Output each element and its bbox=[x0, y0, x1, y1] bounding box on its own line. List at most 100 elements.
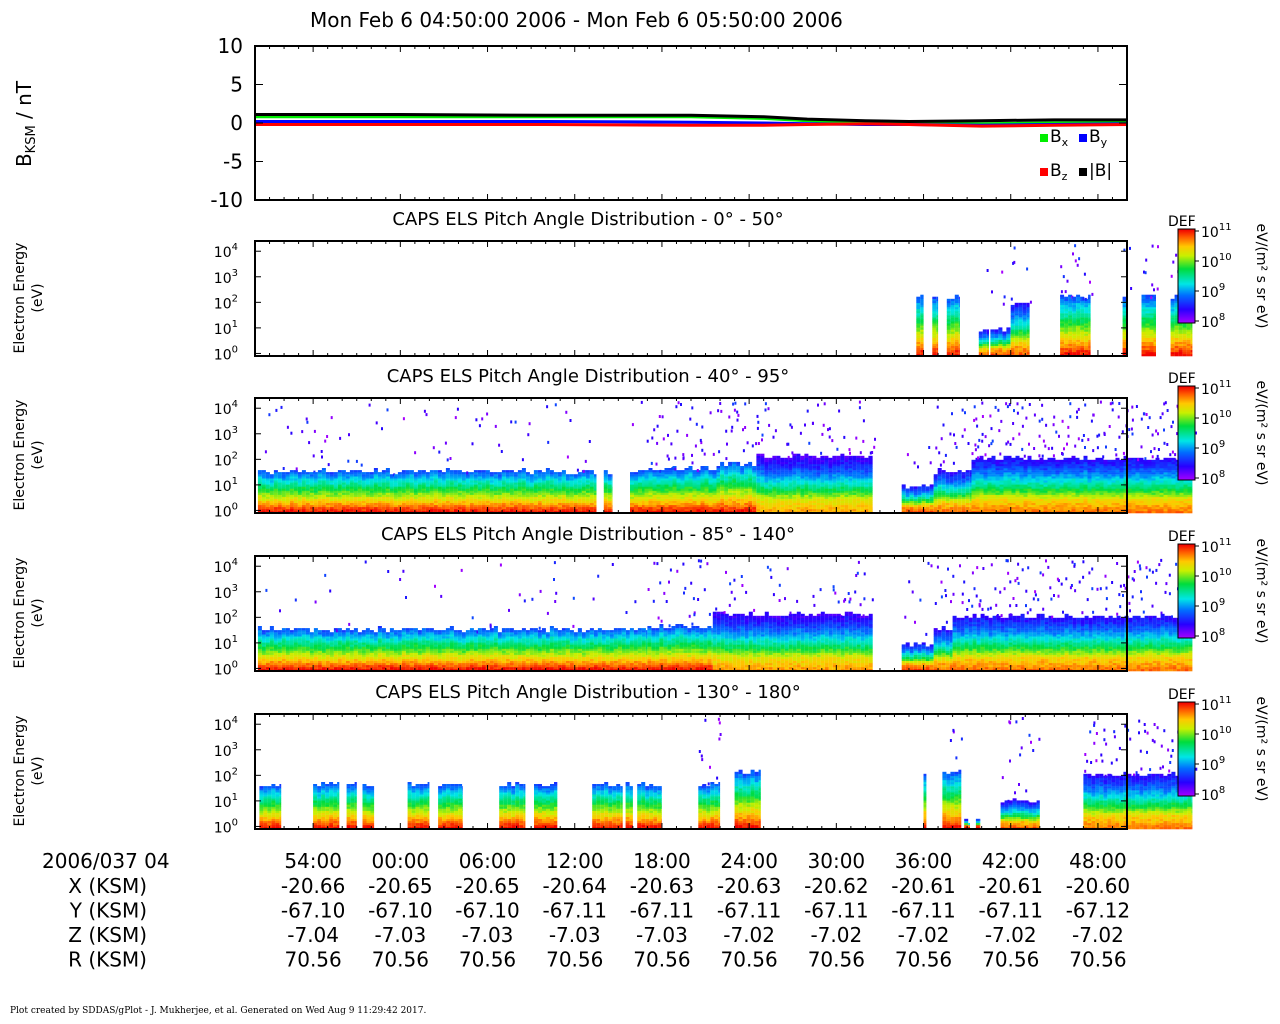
pad-cell bbox=[776, 457, 781, 461]
pad-cell bbox=[856, 492, 861, 495]
pad-cell bbox=[768, 459, 773, 463]
pad-cell bbox=[497, 474, 502, 477]
pad-cell bbox=[1006, 329, 1011, 332]
pad-cell bbox=[816, 490, 821, 493]
pad-noise bbox=[717, 409, 720, 413]
pad-cell bbox=[1145, 347, 1150, 351]
pad-cell bbox=[732, 498, 737, 501]
pad-noise bbox=[1157, 245, 1159, 249]
pad-cell bbox=[708, 490, 713, 493]
pad-cell bbox=[652, 480, 657, 483]
pad-cell bbox=[844, 455, 849, 459]
colorbar-cell bbox=[1178, 243, 1195, 245]
pad-cell bbox=[581, 508, 586, 512]
pad-cell bbox=[642, 478, 645, 481]
pad-noise bbox=[471, 442, 474, 446]
pad-cell bbox=[1080, 309, 1085, 312]
pad-cell bbox=[433, 486, 438, 489]
pad-cell bbox=[545, 492, 550, 495]
pad-cell bbox=[784, 480, 789, 483]
pad-cell bbox=[265, 484, 270, 487]
pad-cell bbox=[692, 496, 697, 499]
pad-cell bbox=[397, 484, 402, 487]
pad-cell bbox=[982, 343, 987, 346]
pad-cell bbox=[864, 480, 869, 483]
pad-cell bbox=[840, 470, 845, 473]
pad-cell bbox=[469, 490, 474, 493]
pad-cell bbox=[1170, 329, 1175, 332]
pad-cell bbox=[293, 470, 298, 473]
pad-cell bbox=[281, 490, 286, 493]
pad-cell bbox=[349, 500, 354, 503]
pad-cell bbox=[1088, 306, 1091, 310]
pad-cell bbox=[680, 492, 685, 495]
pad-cell bbox=[844, 504, 849, 508]
pad-cell bbox=[764, 484, 769, 487]
pad-cell bbox=[389, 480, 394, 483]
pad-cell bbox=[561, 500, 566, 503]
pad-cell bbox=[337, 504, 342, 508]
pad-cell bbox=[433, 474, 438, 477]
pad-cell bbox=[505, 502, 510, 506]
pad-cell bbox=[954, 302, 959, 306]
pad-cell bbox=[680, 472, 685, 475]
pad-noise bbox=[656, 441, 659, 445]
pad-cell bbox=[644, 476, 649, 479]
pad-cell bbox=[573, 488, 578, 491]
pad-cell bbox=[257, 488, 262, 491]
pad-cell bbox=[642, 500, 645, 503]
pad-cell bbox=[720, 476, 725, 479]
pad-cell bbox=[345, 478, 350, 481]
pad-cell bbox=[353, 482, 358, 485]
pad-cell bbox=[537, 476, 542, 479]
pad-cell bbox=[257, 496, 262, 499]
pad-cell bbox=[796, 502, 801, 506]
pad-cell bbox=[1014, 349, 1019, 353]
pad-cell bbox=[844, 482, 849, 485]
pad-cell bbox=[469, 494, 474, 497]
pad-cell bbox=[1068, 349, 1073, 353]
pad-cell bbox=[545, 470, 550, 473]
pad-cell bbox=[333, 474, 338, 477]
pad-cell bbox=[1080, 331, 1085, 334]
pad-cell bbox=[692, 488, 697, 491]
pad-cell bbox=[377, 488, 382, 491]
pad-cell bbox=[684, 508, 689, 512]
pad-cell bbox=[261, 502, 266, 506]
pad-cell bbox=[688, 474, 693, 477]
pad-cell bbox=[708, 476, 713, 479]
pad-cell bbox=[1068, 333, 1073, 336]
pad-noise bbox=[757, 442, 760, 445]
pad-cell bbox=[1080, 347, 1085, 351]
pad-cell bbox=[704, 480, 709, 483]
pad-cell bbox=[1145, 335, 1150, 338]
pad-cell bbox=[357, 480, 362, 483]
pad-noise bbox=[1002, 302, 1005, 306]
pad-cell bbox=[525, 488, 530, 491]
pad-cell bbox=[341, 500, 346, 503]
y-tick-label: 10 bbox=[218, 34, 243, 58]
pad-cell bbox=[804, 478, 809, 481]
pad-cell bbox=[1064, 341, 1069, 344]
pad-cell bbox=[748, 490, 753, 493]
pad-cell bbox=[593, 506, 597, 510]
pad-cell bbox=[353, 508, 358, 512]
pad-cell bbox=[752, 508, 757, 512]
pad-cell bbox=[936, 333, 939, 336]
pad-cell bbox=[401, 476, 406, 479]
pad-cell bbox=[1010, 327, 1015, 330]
pad-cell bbox=[565, 504, 570, 508]
pad-noise bbox=[709, 411, 712, 415]
pad-cell bbox=[309, 484, 314, 487]
pad-noise bbox=[1026, 267, 1029, 271]
pad-cell bbox=[1153, 298, 1156, 302]
pad-cell bbox=[353, 506, 358, 510]
pad-cell bbox=[740, 496, 745, 499]
pad-cell bbox=[760, 500, 765, 503]
pad-cell bbox=[736, 496, 741, 499]
pad-cell bbox=[589, 494, 594, 497]
pad-cell bbox=[317, 506, 322, 510]
pad-cell bbox=[1178, 343, 1183, 346]
pad-cell bbox=[630, 496, 634, 499]
pad-cell bbox=[978, 345, 983, 349]
